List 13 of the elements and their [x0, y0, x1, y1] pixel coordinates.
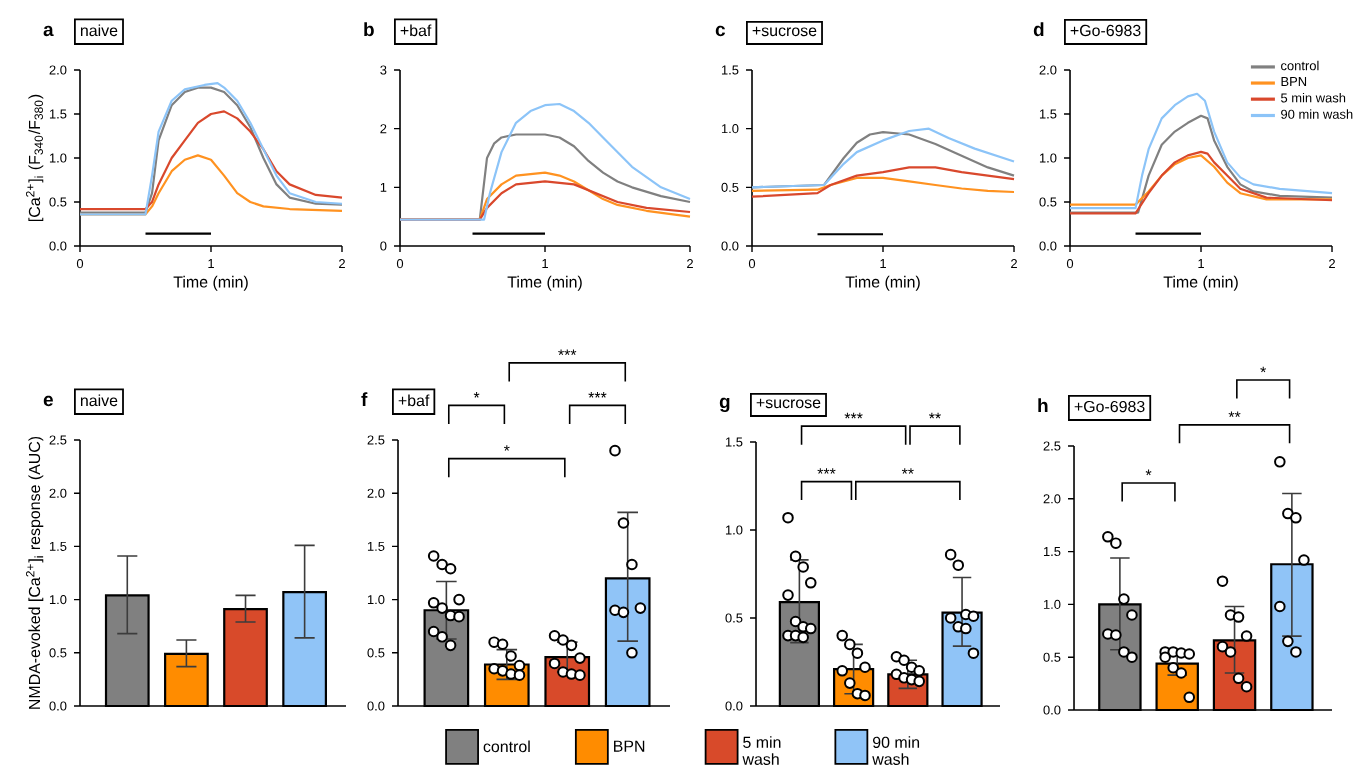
chart-title: c	[715, 25, 726, 37]
line-series	[78, 110, 344, 211]
line-series	[750, 166, 1016, 198]
chart-title: d	[1033, 22, 1044, 37]
chart-title: b	[364, 22, 374, 37]
line-series	[1068, 150, 1334, 215]
line-series	[750, 176, 1016, 194]
chart-title: e	[43, 395, 53, 407]
chart-title: g	[719, 397, 730, 412]
chart-title: h	[1038, 398, 1048, 412]
chart-title: a	[43, 25, 54, 37]
line-series	[1068, 154, 1334, 206]
chart-title: f	[361, 392, 368, 406]
